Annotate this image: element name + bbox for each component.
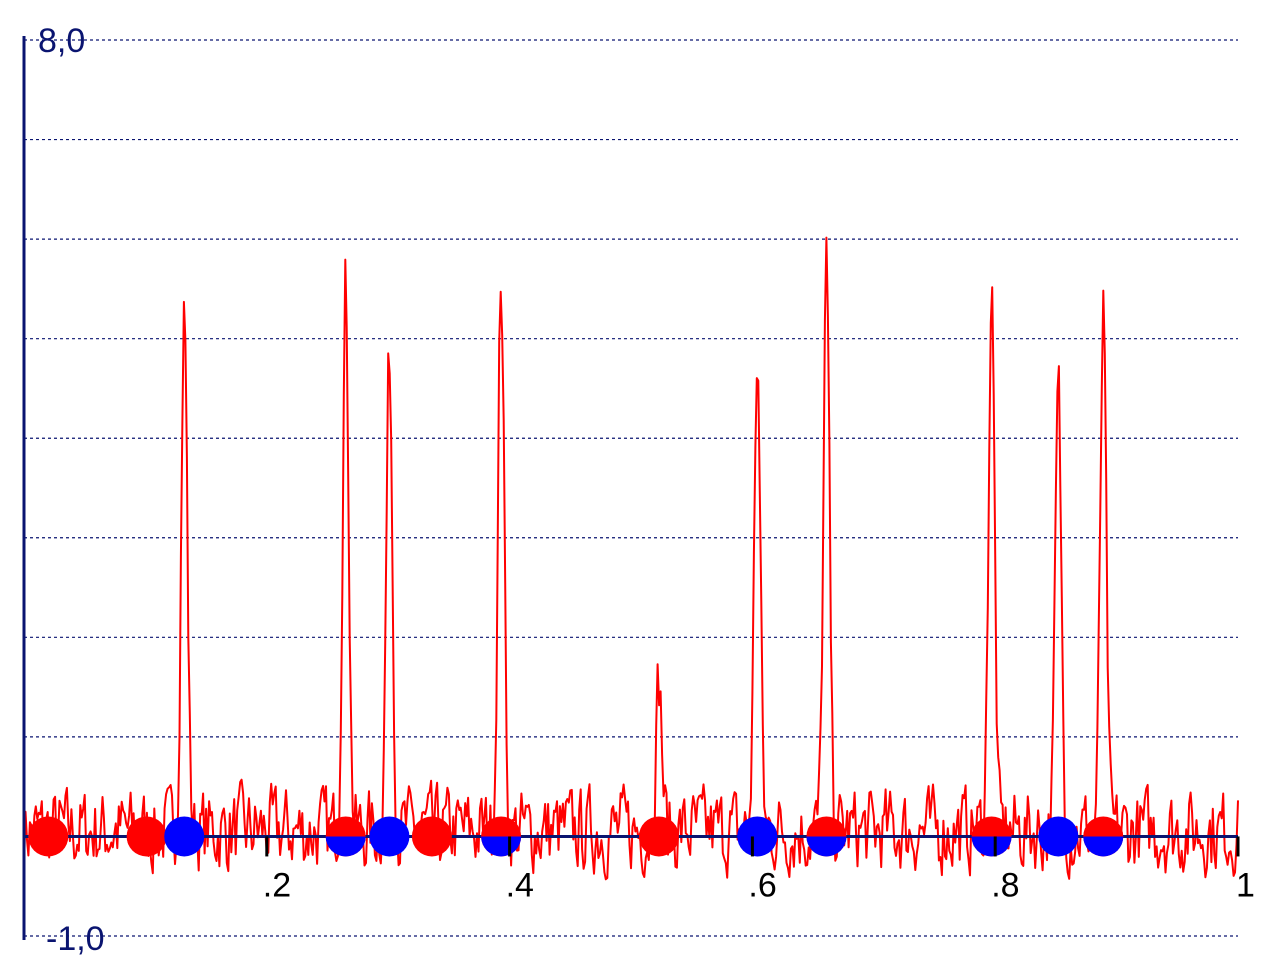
y-tick-label-bottom: -1,0	[46, 920, 105, 958]
x-tick-label: 1	[1236, 866, 1255, 904]
gridlines	[24, 39, 1238, 937]
marker-blue-half	[971, 836, 1012, 857]
series-signal	[23, 236, 1239, 881]
marker-red	[411, 816, 452, 857]
x-tick-label: .4	[506, 866, 534, 904]
x-tick-label: .8	[991, 866, 1019, 904]
marker-red	[126, 816, 167, 857]
marker-blue	[737, 816, 778, 857]
marker-blue-half	[1083, 836, 1124, 857]
marker-blue	[1038, 816, 1079, 857]
marker-red	[638, 816, 679, 857]
x-tick-label: .2	[263, 866, 291, 904]
x-tick-label: .6	[748, 866, 776, 904]
marker-blue	[164, 816, 205, 857]
marker-red	[28, 816, 69, 857]
marker-blue-half	[481, 836, 522, 857]
signal-line	[23, 236, 1239, 881]
marker-blue	[369, 816, 410, 857]
marker-blue-half	[325, 836, 366, 857]
axes	[22, 36, 1238, 940]
marker-blue-half	[806, 836, 847, 857]
x-ticks: .2 .4 .6 .8 1	[263, 836, 1255, 904]
y-tick-label-top: 8,0	[38, 22, 85, 60]
markers	[28, 816, 1124, 857]
